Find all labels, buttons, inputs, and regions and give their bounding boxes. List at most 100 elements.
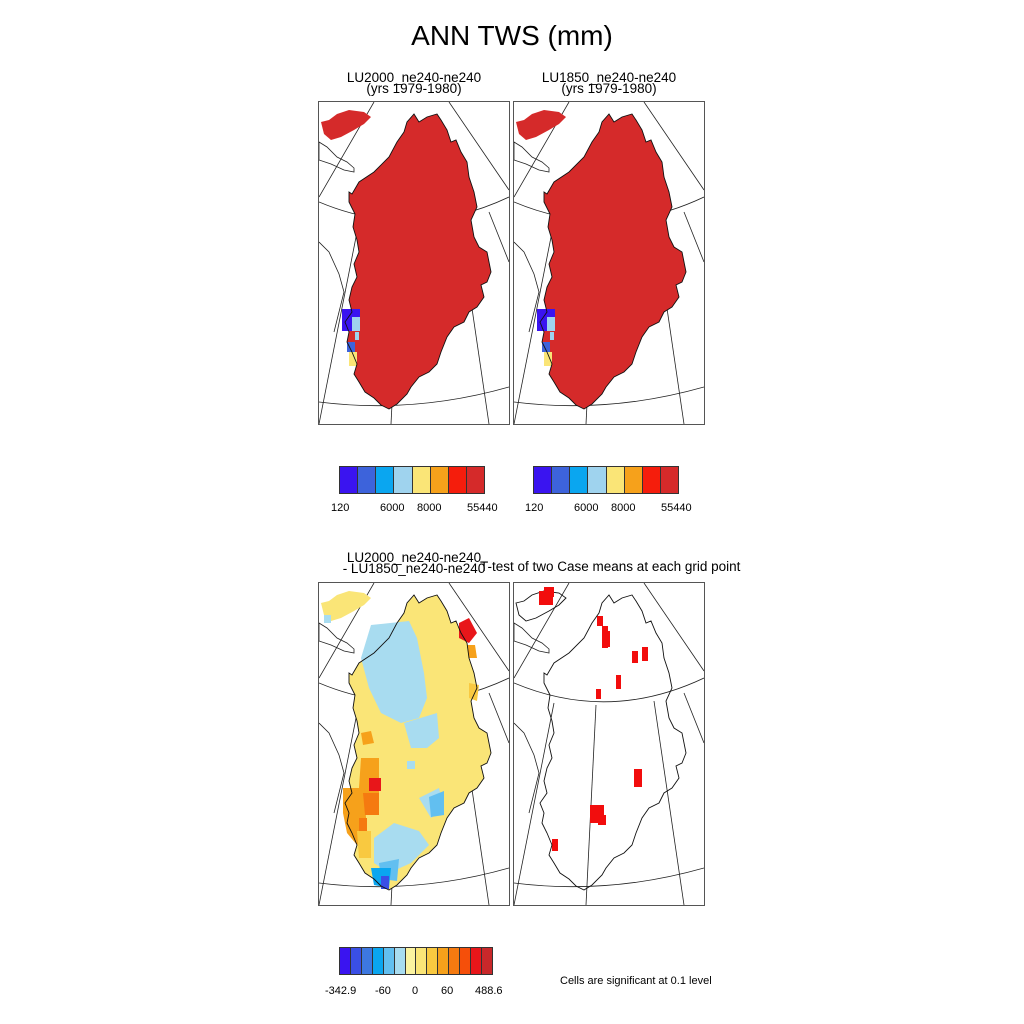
cb1-swatch-2 (376, 467, 395, 493)
cb3-tick-4: 488.6 (475, 985, 503, 997)
p2-cell-low-5 (550, 332, 554, 340)
p1-baffin-coast (319, 241, 345, 333)
panel-2-title: LU1850_ne240-ne240 (yrs 1979-1980) (513, 70, 705, 96)
panel-1-title: LU2000_ne240-ne240 (yrs 1979-1980) (318, 71, 510, 96)
p2-greenland-coast (539, 113, 687, 410)
p4-meridian-3 (514, 702, 555, 905)
p4-sig-cell-12 (552, 839, 558, 851)
panel-3-title-line1: LU2000_ne240-ne240 (346, 550, 482, 565)
cb2-tick-2: 8000 (611, 502, 636, 514)
p1-nw-cells (321, 110, 371, 140)
colorbar-2 (533, 466, 679, 494)
panel-4-title: T-test of two Case means at each grid po… (480, 559, 741, 574)
cb3-tick-3: 60 (441, 985, 454, 997)
cb3-swatch-12 (471, 948, 482, 974)
map-svg-3 (319, 583, 509, 905)
p4-greenland-coast (539, 594, 687, 891)
p3-cell-18 (407, 761, 415, 769)
cb2-tick-0: 120 (525, 502, 544, 514)
p1-cell-low-4 (349, 352, 357, 366)
panel-2-title-line1: LU1850_ne240-ne240 (541, 70, 677, 85)
cb3-swatch-5 (394, 948, 406, 974)
p2-meridian-3 (514, 221, 555, 424)
p4-meridian-2 (643, 583, 704, 672)
p3-cell-17 (381, 876, 389, 889)
p1-icesheet-cells (345, 114, 491, 409)
p3-cell-0 (361, 621, 427, 723)
cb1-tick-0: 120 (331, 502, 350, 514)
p2-meridian-6 (683, 211, 704, 263)
cb3-swatch-6 (405, 948, 417, 974)
p2-cell-low-2 (547, 317, 555, 331)
p1-cell-low-5 (355, 332, 359, 340)
p2-cell-low-3 (542, 342, 550, 352)
colorbar-1 (339, 466, 485, 494)
p3-nw-cells (321, 591, 371, 621)
p3-cell-9 (369, 778, 381, 791)
map-svg-4 (514, 583, 704, 905)
cb3-swatch-2 (361, 948, 373, 974)
colorbar-3 (339, 947, 493, 975)
p2-parallel-2 (514, 386, 704, 407)
cb2-swatch-5 (624, 467, 643, 493)
cb3-swatch-7 (416, 948, 428, 974)
cb1-swatch-1 (358, 467, 377, 493)
p1-cell-low-2 (352, 317, 360, 331)
p2-cell-low-4 (544, 352, 552, 366)
panel-1-title-line2: (yrs 1979-1980) (366, 81, 462, 96)
p2-icesheet-cells (540, 114, 686, 409)
cb2-swatch-1 (552, 467, 571, 493)
p4-meridian-1 (514, 583, 570, 679)
map-panel-ttest (513, 582, 705, 906)
cb3-swatch-8 (427, 948, 439, 974)
p1-cell-low-3 (347, 342, 355, 352)
p1-parallel-2 (319, 386, 509, 407)
significance-note: Cells are significant at 0.1 level (560, 975, 712, 987)
p3-meridian-2 (448, 583, 509, 672)
p4-sig-cell-1 (544, 587, 554, 597)
p3-parallel-2 (319, 867, 509, 888)
p4-parallel-2 (514, 867, 704, 888)
cb2-swatch-0 (534, 467, 553, 493)
p1-meridian-3 (319, 221, 360, 424)
p3-cell-1 (404, 713, 439, 748)
panel-3-title-line2: - LU1850_ne240-ne240 (342, 561, 486, 576)
cb3-swatch-0 (340, 948, 351, 974)
cb1-tick-2: 8000 (417, 502, 442, 514)
cb2-swatch-4 (606, 467, 625, 493)
p3-cell-10 (357, 831, 371, 858)
cb2-swatch-7 (660, 467, 678, 493)
cb3-swatch-3 (372, 948, 384, 974)
p4-sig-cell-7 (616, 675, 621, 689)
panel-2-title-line2: (yrs 1979-1980) (561, 81, 657, 96)
p2-baffin-coast (514, 241, 540, 333)
cb1-swatch-0 (340, 467, 359, 493)
p4-sig-cell-4 (606, 631, 610, 647)
p3-cell-19 (324, 615, 331, 623)
cb3-swatch-9 (438, 948, 450, 974)
p3-cell-13 (467, 645, 477, 658)
cb3-swatch-4 (383, 948, 395, 974)
cb1-swatch-6 (448, 467, 467, 493)
p2-meridian-2 (643, 102, 704, 191)
cb1-tick-3: 55440 (467, 502, 498, 514)
p4-sig-cell-9 (634, 769, 642, 787)
p3-cell-12 (459, 618, 477, 643)
p4-sig-cell-11 (598, 815, 606, 825)
p4-nw-coast (515, 590, 567, 622)
panel-3-title: LU2000_ne240-ne240 - LU1850_ne240-ne240 (318, 550, 510, 576)
p1-greenland-coast (344, 113, 492, 410)
p2-ellesmere-coast (514, 141, 550, 173)
p3-cell-11 (359, 818, 367, 831)
p4-sig-cell-2 (597, 616, 603, 626)
cb1-swatch-4 (412, 467, 431, 493)
cb1-tick-1: 6000 (380, 502, 405, 514)
p4-sig-cell-8 (596, 689, 601, 699)
p3-cell-5 (429, 791, 444, 817)
map-panel-lu2000 (318, 101, 510, 425)
figure-title: ANN TWS (mm) (411, 20, 613, 51)
cb3-swatch-13 (481, 948, 492, 974)
p4-parallel-1 (514, 677, 704, 703)
p4-sig-cell-3 (602, 626, 608, 648)
p3-meridian-3 (319, 702, 360, 905)
